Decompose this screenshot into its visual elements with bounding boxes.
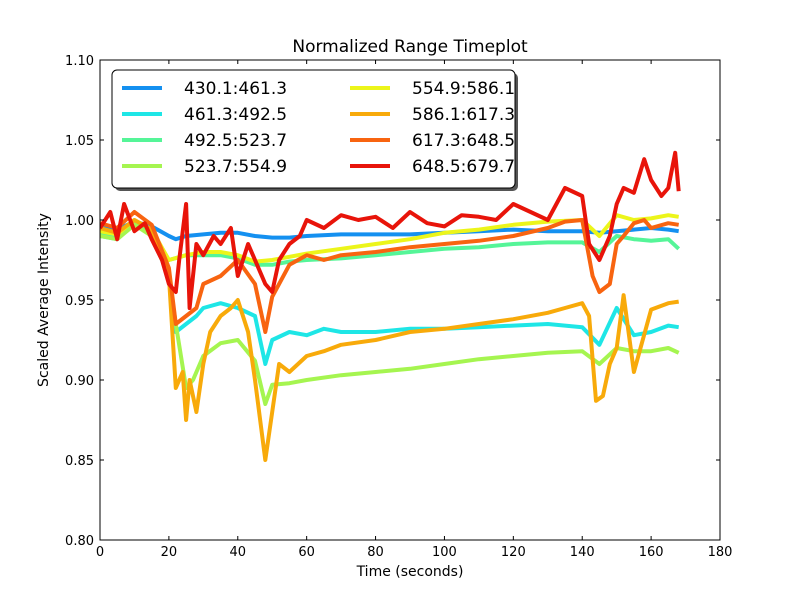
- y-axis-label: Scaled Average Intensity: [36, 213, 52, 387]
- legend-label: 586.1:617.3: [412, 105, 515, 125]
- y-tick-label: 1.10: [65, 54, 94, 69]
- y-tick-label: 0.85: [65, 454, 94, 469]
- legend-label: 648.5:679.7: [412, 157, 515, 177]
- legend-label: 461.3:492.5: [184, 105, 287, 125]
- y-tick-label: 1.00: [65, 214, 94, 229]
- x-tick-label: 80: [367, 545, 384, 560]
- x-tick-label: 100: [432, 545, 457, 560]
- y-tick-label: 0.90: [65, 374, 94, 389]
- x-tick-label: 180: [708, 545, 733, 560]
- series-line-8: [100, 150, 681, 310]
- legend-label: 617.3:648.5: [412, 131, 515, 151]
- y-tick-label: 0.95: [65, 294, 94, 309]
- axis-ticks: 0 20 40 60 80 100 120 140 160 180 0.80 0.85 0.90 0.95…: [65, 54, 732, 560]
- legend-label: 430.1:461.3: [184, 79, 287, 99]
- x-tick-label: 160: [639, 545, 664, 560]
- x-tick-label: 60: [298, 545, 315, 560]
- x-tick-label: 40: [230, 545, 247, 560]
- y-tick-label: 1.05: [65, 134, 94, 149]
- y-tick-label: 0.80: [65, 534, 94, 549]
- series-line-7: [100, 210, 680, 334]
- legend-label: 554.9:586.1: [412, 79, 515, 99]
- x-axis-label: Time (seconds): [356, 564, 464, 580]
- legend-label: 492.5:523.7: [184, 131, 287, 151]
- x-tick-label: 140: [570, 545, 595, 560]
- x-tick-label: 0: [96, 545, 104, 560]
- series-line-6: [100, 218, 680, 462]
- legend-box: [111, 69, 516, 189]
- legend: 430.1:461.3 461.3:492.5 492.5:523.7 523.7:5…: [111, 69, 518, 191]
- x-tick-label: 120: [501, 545, 526, 560]
- series-line-1: [100, 219, 680, 242]
- chart-title: Normalized Range Timeplot: [292, 37, 528, 57]
- x-tick-label: 20: [161, 545, 178, 560]
- legend-label: 523.7:554.9: [184, 157, 287, 177]
